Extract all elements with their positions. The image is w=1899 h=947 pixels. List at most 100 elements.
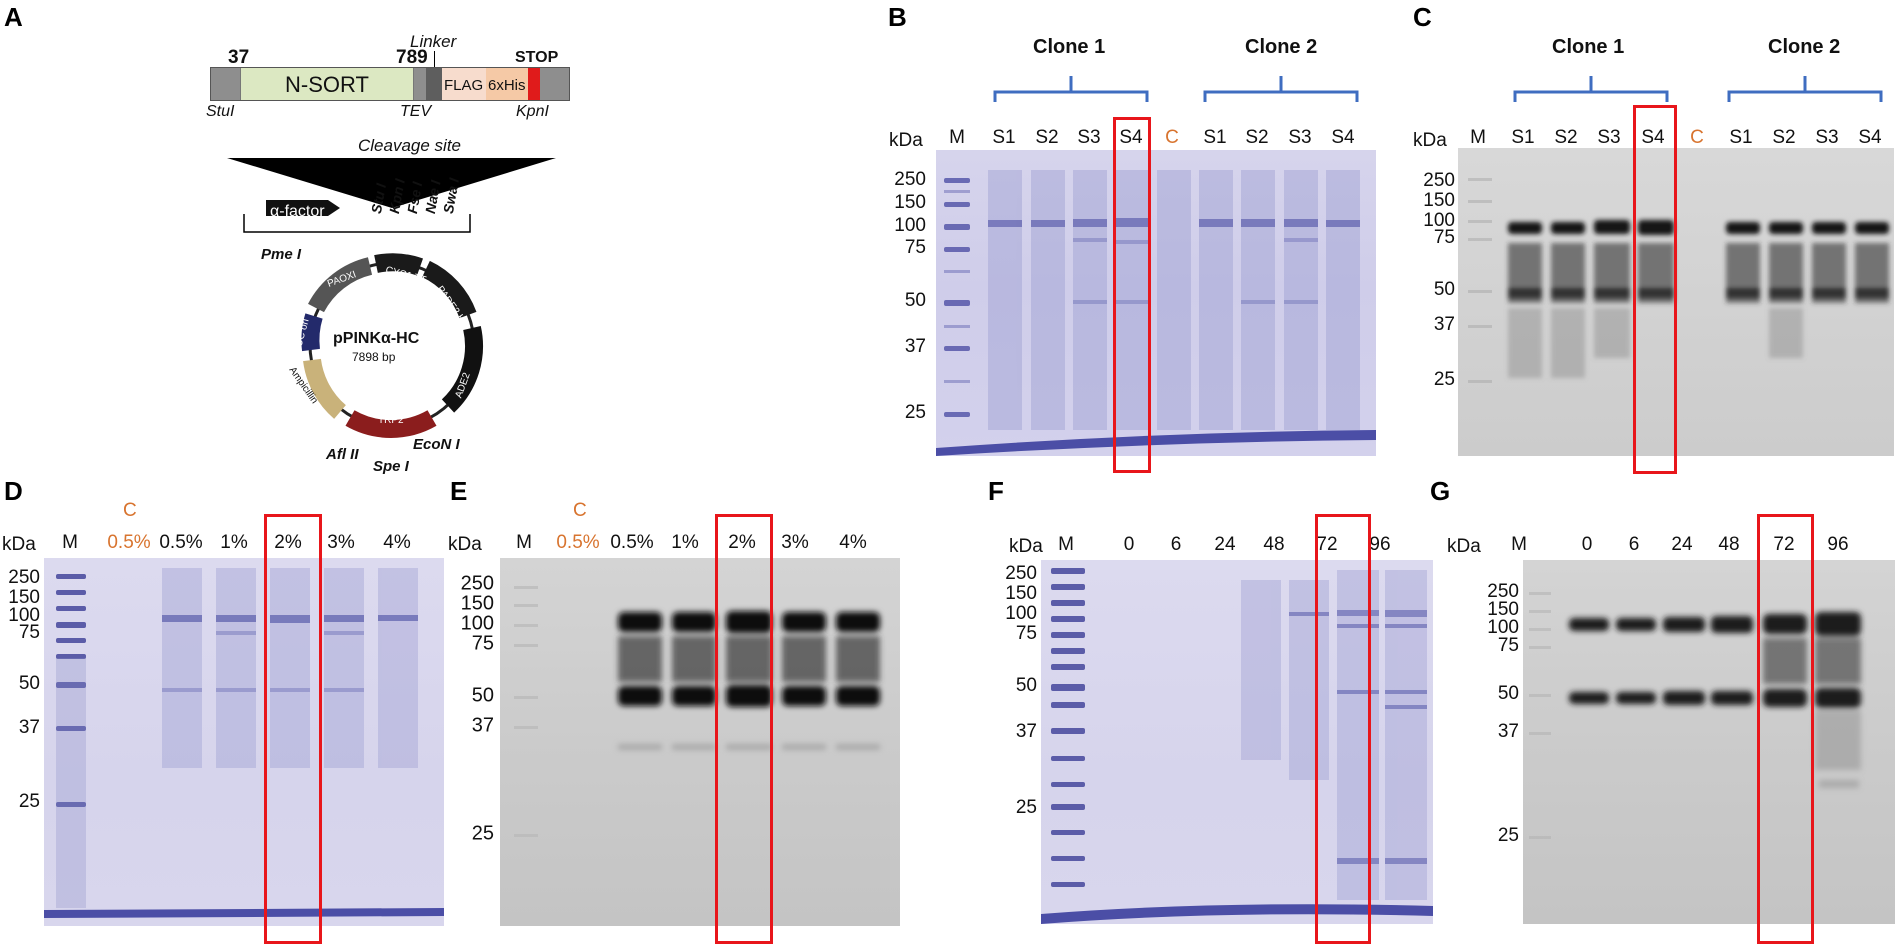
mw-b-250: 250	[894, 169, 926, 190]
lane-d-1: 1%	[220, 532, 248, 553]
plasmid-size: 7898 bp	[352, 350, 396, 364]
kda-label-b: kDa	[889, 130, 923, 151]
lane-b-s2b: S2	[1245, 127, 1269, 148]
lane-f-m: M	[1058, 534, 1074, 555]
gel-g-bands	[1529, 592, 1861, 839]
kda-label-e: kDa	[448, 534, 482, 555]
highlight-b-s4	[1113, 117, 1151, 473]
mw-c-25: 25	[1433, 369, 1455, 390]
lane-g-0: 0	[1581, 534, 1593, 555]
panel-label-e: E	[450, 476, 468, 506]
kda-label-f: kDa	[1009, 536, 1043, 557]
mw-g-100: 100	[1487, 617, 1519, 638]
highlight-g-72	[1757, 514, 1814, 944]
bracket-clone1-b	[993, 76, 1149, 102]
clone1-label: Clone 1	[1033, 36, 1106, 58]
highlight-e-2pct	[715, 514, 773, 944]
stop-codon	[528, 68, 540, 100]
lane-b-s2a: S2	[1035, 127, 1059, 148]
linker-tick	[434, 51, 435, 67]
mw-g-75: 75	[1497, 635, 1519, 656]
alpha-factor-arrow	[266, 200, 340, 216]
control-top-e: C	[573, 500, 587, 521]
gel-e-bands	[514, 586, 880, 837]
plasmid-map	[227, 158, 556, 438]
mw-c-50: 50	[1433, 279, 1455, 300]
insertion-triangle	[227, 158, 556, 208]
lane-b-s4a: S4	[1119, 127, 1143, 148]
lane-f-24: 24	[1214, 534, 1236, 555]
mw-e-150: 150	[460, 592, 494, 615]
gel-f-bands	[1041, 568, 1433, 924]
bracket-clone1-c	[1513, 76, 1669, 102]
lane-b-s1b: S1	[1203, 127, 1227, 148]
mw-c-75: 75	[1433, 227, 1455, 248]
mcs-bracket	[243, 214, 471, 233]
lane-f-0: 0	[1123, 534, 1135, 555]
n-sort-label: N-SORT	[285, 72, 369, 97]
gel-e	[500, 558, 900, 926]
site-stui: StuI	[206, 103, 235, 120]
lane-f-72: 72	[1316, 534, 1338, 555]
construct-pos-start: 37	[228, 47, 250, 68]
element-trp2: TRP2	[378, 415, 404, 426]
mw-d-50: 50	[18, 673, 40, 694]
mw-d-150: 150	[8, 587, 40, 608]
lane-e-m: M	[516, 532, 532, 553]
construct-pos-end: 789	[396, 47, 428, 68]
clone1-label-c: Clone 1	[1552, 36, 1625, 58]
site-econi: EcoN I	[413, 436, 460, 453]
ampicillin-arrow	[303, 358, 347, 419]
mw-e-50: 50	[471, 684, 494, 707]
lane-c-s3a: S3	[1597, 127, 1621, 148]
lane-c-m: M	[1470, 127, 1486, 148]
mw-b-150: 150	[894, 192, 926, 213]
ade2-arrow	[441, 326, 483, 413]
construct-stop-label: STOP	[515, 49, 559, 66]
cleavage-site-label: Cleavage site	[358, 136, 462, 155]
site-kpni: KpnI	[516, 103, 549, 120]
lane-g-6: 6	[1628, 534, 1640, 555]
paox1-arrow	[308, 257, 373, 313]
mw-f-100: 100	[1005, 603, 1037, 624]
mw-g-37: 37	[1497, 721, 1519, 742]
his-label: 6xHis	[488, 77, 526, 94]
mw-e-75: 75	[471, 632, 494, 655]
mw-c-37: 37	[1433, 314, 1455, 335]
site-tev: TEV	[400, 103, 432, 120]
gel-c-bands	[1468, 178, 1889, 383]
lane-b-s3a: S3	[1077, 127, 1101, 148]
lane-c-s1a: S1	[1511, 127, 1535, 148]
mw-e-37: 37	[471, 714, 494, 737]
highlight-d-2pct	[264, 514, 322, 944]
mw-e-250: 250	[460, 572, 494, 595]
mw-e-100: 100	[460, 612, 494, 635]
lane-c-s4b: S4	[1858, 127, 1882, 148]
pade2-arrow	[421, 260, 477, 319]
lane-e-4: 4%	[839, 532, 867, 553]
mw-b-25: 25	[904, 402, 926, 423]
lane-g-24: 24	[1671, 534, 1693, 555]
plasmid-name: pPINKα-HC	[333, 330, 420, 347]
lane-g-96: 96	[1827, 534, 1849, 555]
lane-d-m: M	[62, 532, 78, 553]
mw-b-50: 50	[904, 290, 926, 311]
kda-label-g: kDa	[1447, 536, 1481, 557]
mw-f-250: 250	[1005, 563, 1037, 584]
mw-d-75: 75	[18, 622, 40, 643]
site-spei: Spe I	[373, 458, 409, 475]
lane-f-96: 96	[1369, 534, 1391, 555]
lane-c-s2b: S2	[1772, 127, 1796, 148]
puc-ori-arrow	[301, 313, 323, 352]
mw-f-150: 150	[1005, 583, 1037, 604]
his-tag	[486, 68, 528, 100]
panel-label-g: G	[1430, 476, 1451, 506]
gel-g	[1523, 560, 1895, 924]
mw-c-100: 100	[1423, 210, 1455, 231]
lane-b-s1a: S1	[992, 127, 1016, 148]
gel-b	[936, 150, 1376, 456]
n-sort-domain	[240, 68, 414, 100]
mw-g-25: 25	[1497, 825, 1519, 846]
kda-label-d: kDa	[2, 534, 36, 555]
cyc1-arrow	[374, 253, 424, 276]
